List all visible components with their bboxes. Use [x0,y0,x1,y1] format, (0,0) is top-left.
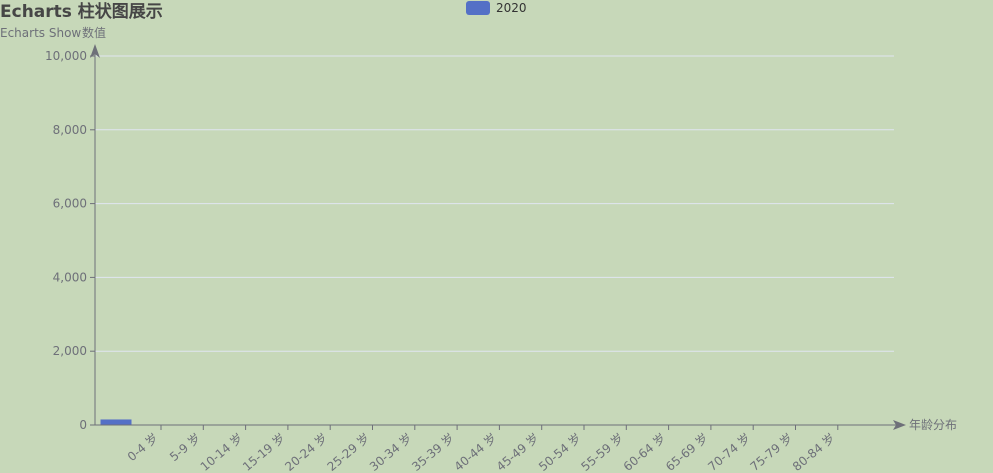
y-tick-label: 10,000 [45,49,87,63]
y-tick-label: 8,000 [53,123,87,137]
y-tick-label: 4,000 [53,270,87,284]
y-tick-label: 2,000 [53,344,87,358]
x-tick-label: 60-64 岁 [620,430,668,473]
y-tick-label: 6,000 [53,197,87,211]
x-tick-label: 10-14 岁 [197,430,245,473]
x-tick-label: 70-74 岁 [705,430,753,473]
y-tick-label: 0 [79,418,87,432]
legend-swatch [466,1,490,15]
y-axis-name: 数值 [82,25,106,40]
x-tick-label: 65-69 岁 [662,430,710,473]
x-tick-label: 30-34 岁 [366,430,414,473]
x-tick-label: 35-39 岁 [409,430,457,473]
x-tick-label: 75-79 岁 [747,430,795,473]
x-tick-label: 80-84 岁 [789,430,837,473]
legend-label: 2020 [496,1,527,15]
x-tick-label: 0-4 岁 [124,430,161,464]
bar [100,419,132,425]
x-tick-label: 45-49 岁 [493,430,541,473]
x-tick-label: 40-44 岁 [451,430,499,473]
x-tick-label: 20-24 岁 [282,430,330,473]
x-tick-label: 15-19 岁 [239,430,287,473]
axes [90,44,906,430]
x-tick-label: 55-59 岁 [578,430,626,473]
x-tick-label: 50-54 岁 [535,430,583,473]
legend[interactable]: 2020 [466,0,527,16]
bars [100,419,132,425]
x-axis-name: 年龄分布 [909,418,957,432]
x-tick-labels: 0-4 岁 5-9 岁10-14 岁15-19 岁20-24 岁25-29 岁30… [124,425,839,473]
chart-subtitle: Echarts Show [0,26,82,40]
chart-title: Echarts 柱状图展示 [0,2,163,22]
grid-lines [90,55,894,426]
y-tick-labels: 0 2,000 4,000 6,000 8,000 10,000 [45,49,87,432]
x-axis-arrow [893,420,906,430]
x-tick-label: 25-29 岁 [324,430,372,473]
y-axis-arrow [90,44,100,58]
x-tick-label: 5-9 岁 [166,430,203,464]
